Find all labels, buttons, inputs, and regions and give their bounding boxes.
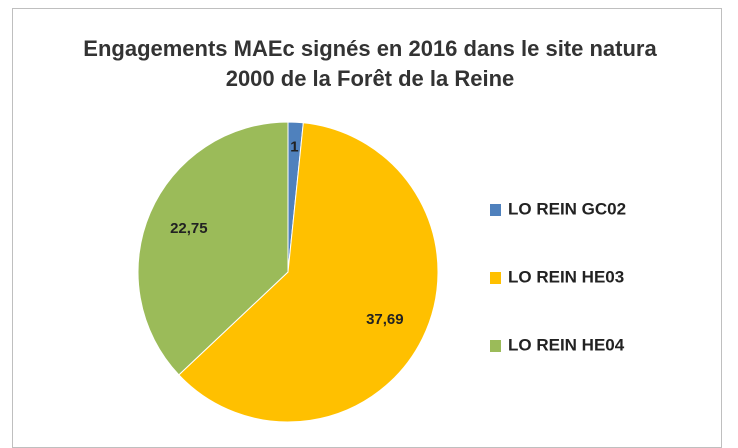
- legend-label: LO REIN GC02: [508, 199, 626, 218]
- legend-swatch: [490, 340, 501, 352]
- legend-swatch: [490, 272, 501, 284]
- data-label: 37,69: [366, 311, 404, 328]
- pie-slice: [137, 121, 289, 376]
- legend-swatch: [490, 204, 501, 216]
- chart-title: Engagements MAEc signés en 2016 dans le …: [83, 36, 657, 91]
- pie-slice: [178, 122, 439, 423]
- page: Engagements MAEc signés en 2016 dans le …: [12, 8, 722, 448]
- legend-label: LO REIN HE04: [508, 335, 625, 354]
- legend-label: LO REIN HE03: [508, 267, 624, 286]
- chart: 1 37,69 22,75 LO REIN GC02 LO REIN HE03 LO RE…: [137, 121, 626, 423]
- data-label: 1: [290, 139, 298, 156]
- data-label: 22,75: [170, 220, 208, 237]
